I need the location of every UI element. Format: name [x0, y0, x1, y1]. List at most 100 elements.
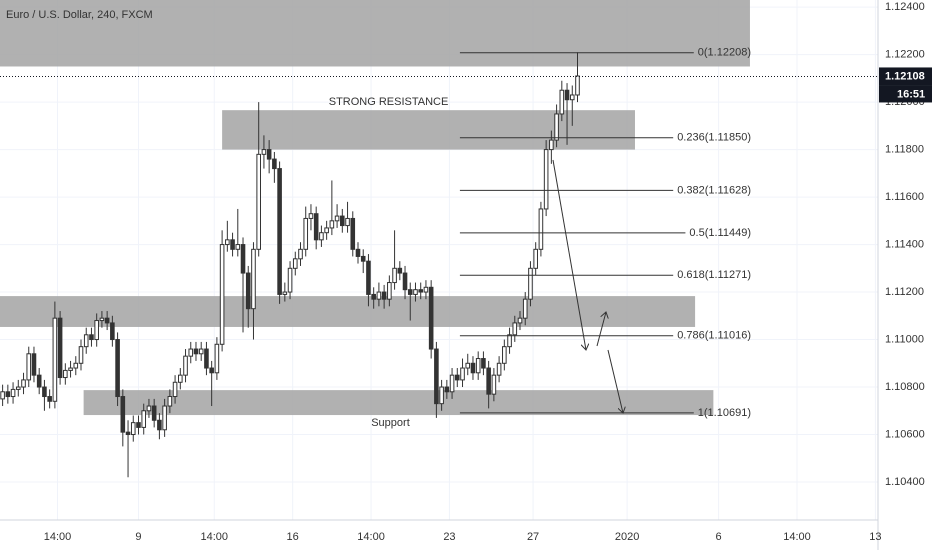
candle-body	[324, 227, 329, 234]
candle-body	[277, 168, 282, 295]
candle-body	[261, 149, 267, 155]
candle-body	[151, 405, 157, 421]
candle-body	[449, 374, 455, 393]
candle-body	[120, 396, 126, 433]
x-tick-label: 14:00	[201, 531, 229, 543]
y-tick-label: 1.11800	[885, 143, 924, 155]
candle-body	[146, 405, 152, 412]
x-tick-label: 14:00	[357, 531, 385, 543]
candle-body	[104, 317, 110, 324]
candle-body	[198, 348, 204, 355]
candle-body	[251, 248, 256, 310]
zone	[0, 0, 750, 67]
candle-body	[329, 220, 335, 229]
candle-body	[371, 293, 376, 300]
candle-body	[272, 158, 277, 170]
candle-body	[219, 244, 225, 345]
candle-body	[454, 374, 460, 381]
candle-body	[502, 346, 507, 364]
candle-body	[136, 422, 141, 428]
candle-body	[543, 149, 549, 210]
candle-body	[52, 317, 58, 402]
y-tick-label: 1.11200	[885, 286, 924, 298]
candle-body	[355, 248, 361, 257]
candle-body	[418, 289, 424, 293]
candle-body	[381, 291, 387, 300]
candle-body	[340, 215, 345, 227]
x-tick-label: 14:00	[44, 531, 72, 543]
zone	[222, 110, 635, 150]
zone-label: Support	[371, 417, 410, 429]
fib-label: 0.236(1.11850)	[677, 132, 751, 144]
zone	[0, 296, 696, 327]
y-tick-label: 1.12400	[885, 1, 925, 13]
candle-body	[512, 322, 518, 336]
candle-body	[444, 386, 450, 393]
candle-body	[125, 431, 131, 436]
x-tick-label: 6	[716, 531, 722, 543]
countdown-label: 16:51	[897, 88, 925, 100]
candle-body	[319, 232, 324, 241]
candle-body	[549, 139, 554, 151]
candle-body	[266, 149, 272, 160]
candle-body	[157, 419, 162, 431]
last-price-label: 1.12108	[885, 70, 925, 82]
y-tick-label: 1.10600	[885, 428, 925, 440]
candle-body	[36, 374, 42, 388]
candle-body	[110, 322, 115, 341]
candle-body	[366, 260, 371, 295]
x-tick-label: 9	[135, 531, 141, 543]
y-tick-label: 1.10400	[885, 476, 925, 488]
candle-body	[528, 267, 533, 300]
x-tick-label: 16	[287, 531, 299, 543]
candle-body	[392, 267, 397, 284]
candle-body	[517, 317, 523, 324]
candle-body	[26, 353, 32, 381]
candle-body	[491, 374, 497, 395]
candle-body	[115, 339, 120, 398]
candle-body	[188, 348, 194, 357]
fib-label: 0.786(1.11016)	[677, 330, 751, 342]
candle-body	[209, 367, 214, 374]
candle-body	[313, 213, 319, 241]
candle-body	[292, 258, 298, 269]
candle-body	[78, 346, 84, 364]
candle-body	[575, 75, 580, 96]
y-tick-label: 1.11000	[885, 333, 924, 345]
candle-body	[0, 391, 5, 400]
candle-body	[83, 334, 89, 348]
fib-label: 1(1.10691)	[698, 407, 751, 419]
candle-body	[282, 291, 288, 295]
y-tick-label: 1.10800	[885, 381, 925, 393]
chart-title: Euro / U.S. Dollar, 240, FXCM	[6, 9, 153, 21]
countdown-box	[879, 85, 932, 103]
candle-body	[183, 355, 188, 376]
candle-body	[214, 343, 220, 374]
candle-body	[245, 272, 251, 310]
candle-body	[225, 239, 230, 246]
candle-body	[298, 248, 303, 260]
candle-body	[47, 396, 52, 402]
candle-body	[564, 89, 570, 101]
zone	[83, 390, 714, 416]
x-tick-label: 13	[869, 531, 881, 543]
candle-body	[21, 379, 26, 388]
candle-body	[402, 272, 408, 291]
candle-body	[413, 289, 418, 295]
candle-body	[496, 362, 502, 376]
candle-body	[230, 239, 235, 250]
candle-body	[130, 422, 136, 436]
candle-body	[5, 391, 11, 398]
candle-body	[360, 255, 366, 262]
candle-body	[470, 362, 476, 374]
candle-body	[172, 381, 178, 398]
candle-body	[387, 282, 392, 300]
candle-body	[94, 320, 99, 341]
candle-body	[486, 367, 491, 395]
x-tick-label: 23	[443, 531, 455, 543]
candle-body	[42, 386, 47, 398]
candle-body	[68, 367, 73, 371]
candle-body	[397, 267, 403, 274]
fib-label: 0(1.12208)	[698, 47, 751, 59]
